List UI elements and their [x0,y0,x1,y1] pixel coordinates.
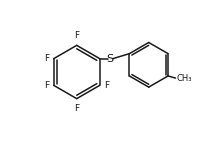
Text: F: F [44,54,49,63]
Text: F: F [44,81,49,90]
Text: F: F [104,81,110,90]
Text: S: S [106,54,113,64]
Text: F: F [74,104,79,113]
Text: CH₃: CH₃ [176,74,192,83]
Text: F: F [74,31,79,40]
